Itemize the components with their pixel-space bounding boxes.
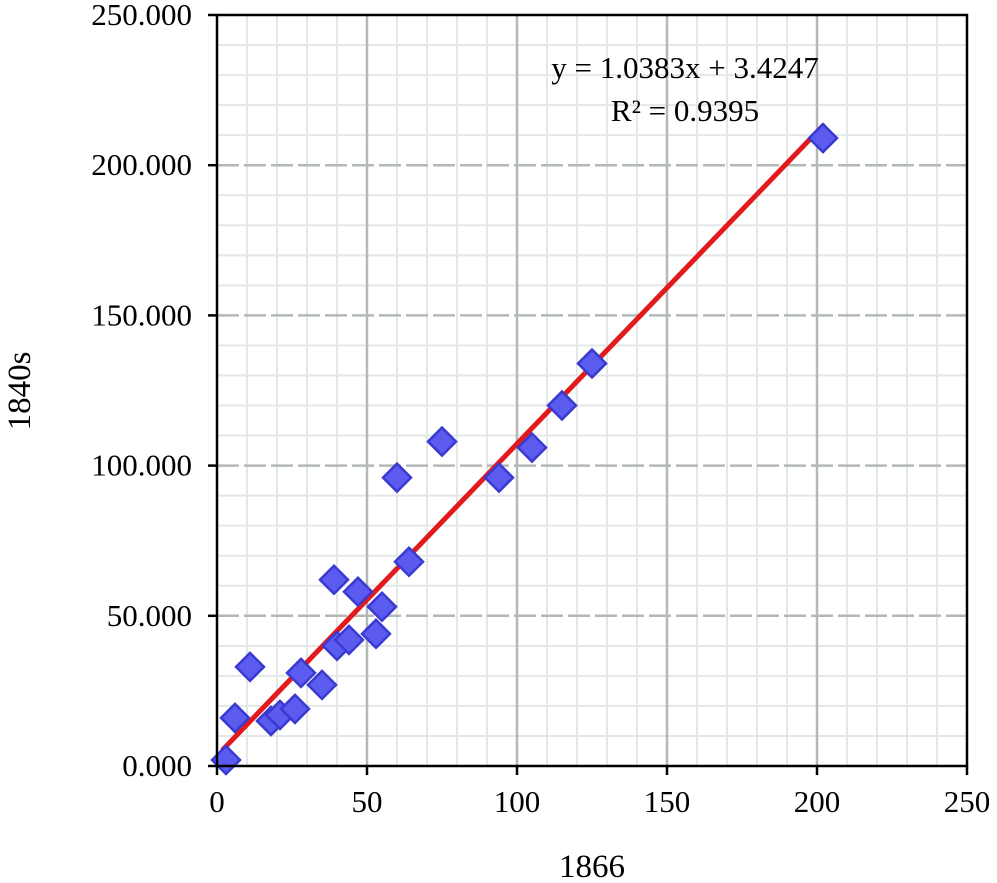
data-point (576, 347, 608, 380)
x-tick-label: 150 (644, 784, 691, 819)
y-axis-title: 1840s (2, 352, 38, 431)
data-point (807, 122, 839, 154)
x-tick-label: 200 (794, 784, 841, 819)
minor-grid (217, 15, 967, 766)
data-point (306, 669, 338, 701)
y-tick-label: 100.000 (91, 448, 192, 483)
y-tick-label: 0.000 (122, 748, 192, 783)
data-point (483, 461, 515, 494)
data-point (546, 389, 578, 422)
plot-frame (215, 13, 969, 768)
y-tick-label: 250.000 (91, 0, 192, 32)
data-point (381, 461, 413, 494)
major-grid (217, 15, 967, 766)
data-point (366, 591, 398, 623)
trendline-equation: y = 1.0383x + 3.4247 (551, 50, 818, 85)
data-point (279, 693, 311, 725)
x-tick-label: 100 (494, 784, 541, 819)
data-points (210, 122, 839, 776)
data-point (234, 651, 266, 683)
axes (208, 13, 969, 775)
data-point (516, 431, 548, 464)
data-point (219, 702, 251, 734)
y-tick-label: 150.000 (91, 297, 192, 332)
data-point (333, 624, 365, 656)
y-tick-labels: 0.000 50.000 100.000 150.000 200.000 250.000 (91, 0, 192, 783)
x-tick-label: 0 (209, 784, 225, 819)
y-tick-label: 50.000 (107, 598, 192, 633)
data-point (285, 657, 317, 689)
data-point (393, 545, 425, 578)
r-squared-label: R² = 0.9395 (611, 93, 759, 128)
data-point (318, 563, 350, 596)
y-tick-label: 200.000 (91, 147, 192, 182)
data-point (360, 618, 392, 650)
data-point (426, 425, 458, 458)
x-axis-title: 1866 (559, 849, 625, 883)
x-tick-label: 250 (944, 784, 991, 819)
x-tick-label: 50 (352, 784, 383, 819)
data-point (342, 576, 374, 608)
x-tick-labels: 0 50 100 150 200 250 (209, 784, 990, 819)
